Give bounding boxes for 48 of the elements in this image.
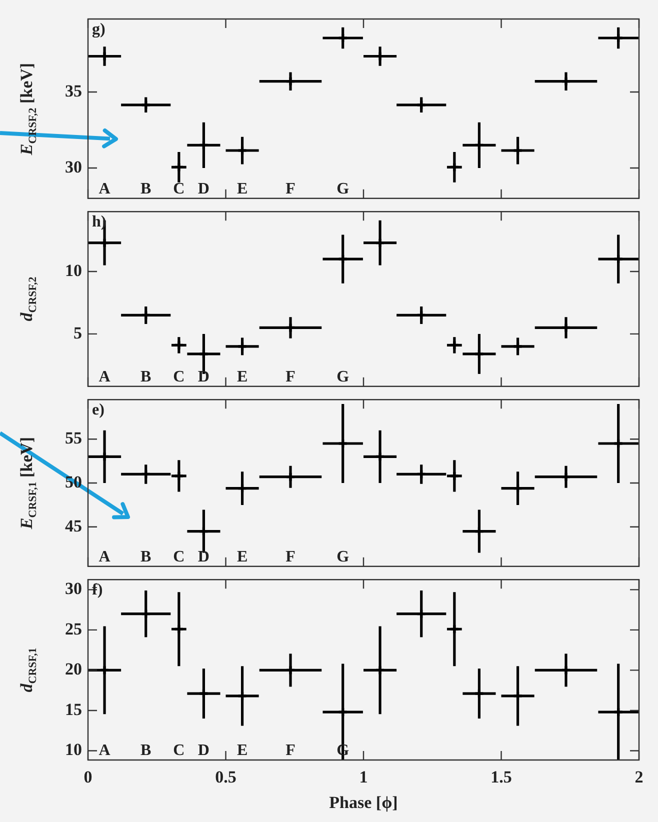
annotation: G [336, 368, 350, 386]
annotation: D [198, 368, 210, 386]
x-tick-label: 0.5 [215, 768, 236, 787]
annotation: C [173, 548, 185, 566]
annotation: F [286, 742, 296, 760]
annotation: h) [92, 214, 106, 231]
annotation: A [98, 180, 111, 198]
x-tick-label: 1 [359, 768, 368, 787]
annotation: B [140, 180, 152, 198]
annotation: E [236, 548, 248, 566]
annotation: C [173, 742, 185, 760]
annotation: A [98, 742, 111, 760]
annotation: g) [92, 21, 106, 38]
annotation: D [198, 548, 210, 566]
y-tick-label: 30 [65, 579, 82, 598]
annotation: F [286, 368, 296, 386]
annotation: C [173, 368, 185, 386]
annotation: E [236, 742, 248, 760]
annotation: D [198, 742, 210, 760]
x-tick-label: 0 [84, 768, 92, 787]
y-tick-label: 30 [65, 157, 82, 176]
x-tick-label: 1.5 [490, 768, 512, 787]
y-tick-label: 20 [65, 660, 82, 679]
annotation: E [236, 368, 248, 386]
annotation: F [286, 548, 296, 566]
annotation: C [173, 180, 185, 198]
annotation: A [98, 548, 111, 566]
annotation: E [236, 180, 248, 198]
y-tick-label: 45 [65, 516, 82, 536]
annotation: G [336, 180, 350, 198]
annotation: B [140, 368, 152, 386]
annotation: D [198, 180, 210, 198]
y-tick-label: 15 [65, 700, 82, 719]
y-tick-label: 10 [65, 260, 82, 280]
annotation: B [140, 742, 152, 760]
y-tick-label: 25 [65, 619, 82, 638]
annotation: F [286, 180, 296, 198]
y-tick-label: 5 [74, 323, 82, 342]
annotation: e) [92, 402, 104, 419]
x-tick-label: 2 [634, 768, 644, 787]
annotation: f) [92, 582, 103, 599]
annotation: A [98, 368, 111, 386]
annotation: G [336, 548, 350, 566]
y-tick-label: 55 [65, 428, 82, 448]
y-tick-label: 10 [65, 740, 82, 760]
y-tick-label: 35 [65, 81, 82, 100]
x-axis-title: Phase [ϕ] [329, 793, 398, 812]
annotation: B [140, 548, 152, 566]
